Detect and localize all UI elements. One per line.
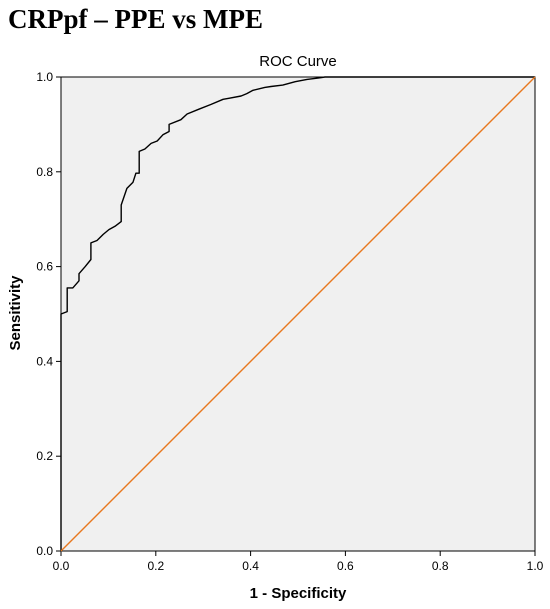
y-tick-label: 0.4	[36, 354, 53, 368]
chart-title: ROC Curve	[259, 53, 337, 70]
x-tick-label: 1.0	[527, 559, 544, 573]
y-tick-label: 0.8	[36, 165, 53, 179]
y-tick-label: 0.2	[36, 449, 53, 463]
x-tick-label: 0.2	[147, 559, 164, 573]
page-heading: CRPpf – PPE vs MPE	[8, 4, 263, 34]
reference-diagonal-line	[60, 76, 536, 552]
x-axis-title: 1 - Specificity	[250, 585, 347, 602]
y-axis-title: Sensitivity	[7, 275, 24, 351]
roc-curve-line	[60, 76, 535, 551]
x-tick-label: 0.8	[432, 559, 449, 573]
y-tick-label: 1.0	[36, 70, 53, 84]
x-tick-label: 0.4	[242, 559, 259, 573]
series-layer	[60, 76, 536, 552]
x-tick-label: 0.6	[337, 559, 354, 573]
y-tick-label: 0.6	[36, 260, 53, 274]
axes-layer: 0.0 0.2 0.4 0.6 0.8 1.0 0.0 0.2 0.4 0.6 0.8 1.0	[36, 70, 543, 573]
x-tick-label: 0.0	[53, 559, 70, 573]
y-tick-label: 0.0	[36, 544, 53, 558]
